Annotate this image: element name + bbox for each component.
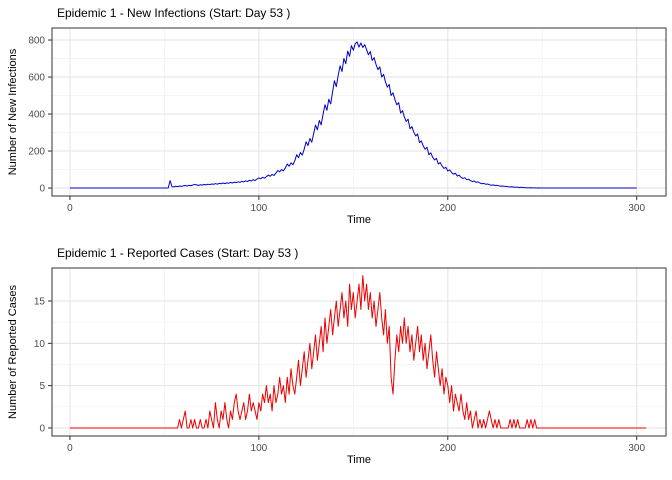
series-line-new_infections <box>69 41 637 189</box>
reported-cases-chart: Epidemic 1 - Reported Cases (Start: Day … <box>0 240 672 480</box>
y-tick-label: 600 <box>28 73 45 84</box>
y-tick-label: 10 <box>34 339 46 350</box>
y-tick-label: 15 <box>34 297 46 308</box>
x-tick-label: 300 <box>628 443 645 454</box>
panel-border <box>51 267 667 437</box>
new-infections-chart: Epidemic 1 - New Infections (Start: Day … <box>7 6 667 226</box>
x-tick-label: 200 <box>439 203 456 214</box>
y-tick-label: 0 <box>39 184 45 195</box>
y-tick-label: 200 <box>28 147 45 158</box>
x-tick-label: 100 <box>251 203 268 214</box>
y-tick-label: 800 <box>28 36 45 47</box>
panel-background <box>52 268 666 436</box>
x-tick-label: 100 <box>251 443 268 454</box>
new-infections-plot-canvas: 0 100 200 300 0 200 400 600 800 <box>28 27 667 214</box>
new-infections-x-axis-label: Time <box>346 214 372 226</box>
x-tick-label: 0 <box>67 203 73 214</box>
reported-cases-chart-title: Epidemic 1 - Reported Cases (Start: Day … <box>57 246 299 260</box>
reported-cases-plot-canvas: 0 100 200 300 0 5 10 15 <box>34 267 667 454</box>
panel-border <box>51 27 667 197</box>
x-tick-label: 300 <box>628 203 645 214</box>
y-tick-label: 0 <box>39 423 45 434</box>
series-line-reported_cases <box>69 275 647 429</box>
y-tick-label: 400 <box>28 110 45 121</box>
x-tick-label: 0 <box>67 443 73 454</box>
new-infections-chart-title: Epidemic 1 - New Infections (Start: Day … <box>57 6 291 20</box>
panel-background <box>52 28 666 196</box>
reported-cases-x-axis-label: Time <box>346 454 372 466</box>
y-tick-label: 5 <box>39 381 45 392</box>
x-tick-label: 200 <box>439 443 456 454</box>
